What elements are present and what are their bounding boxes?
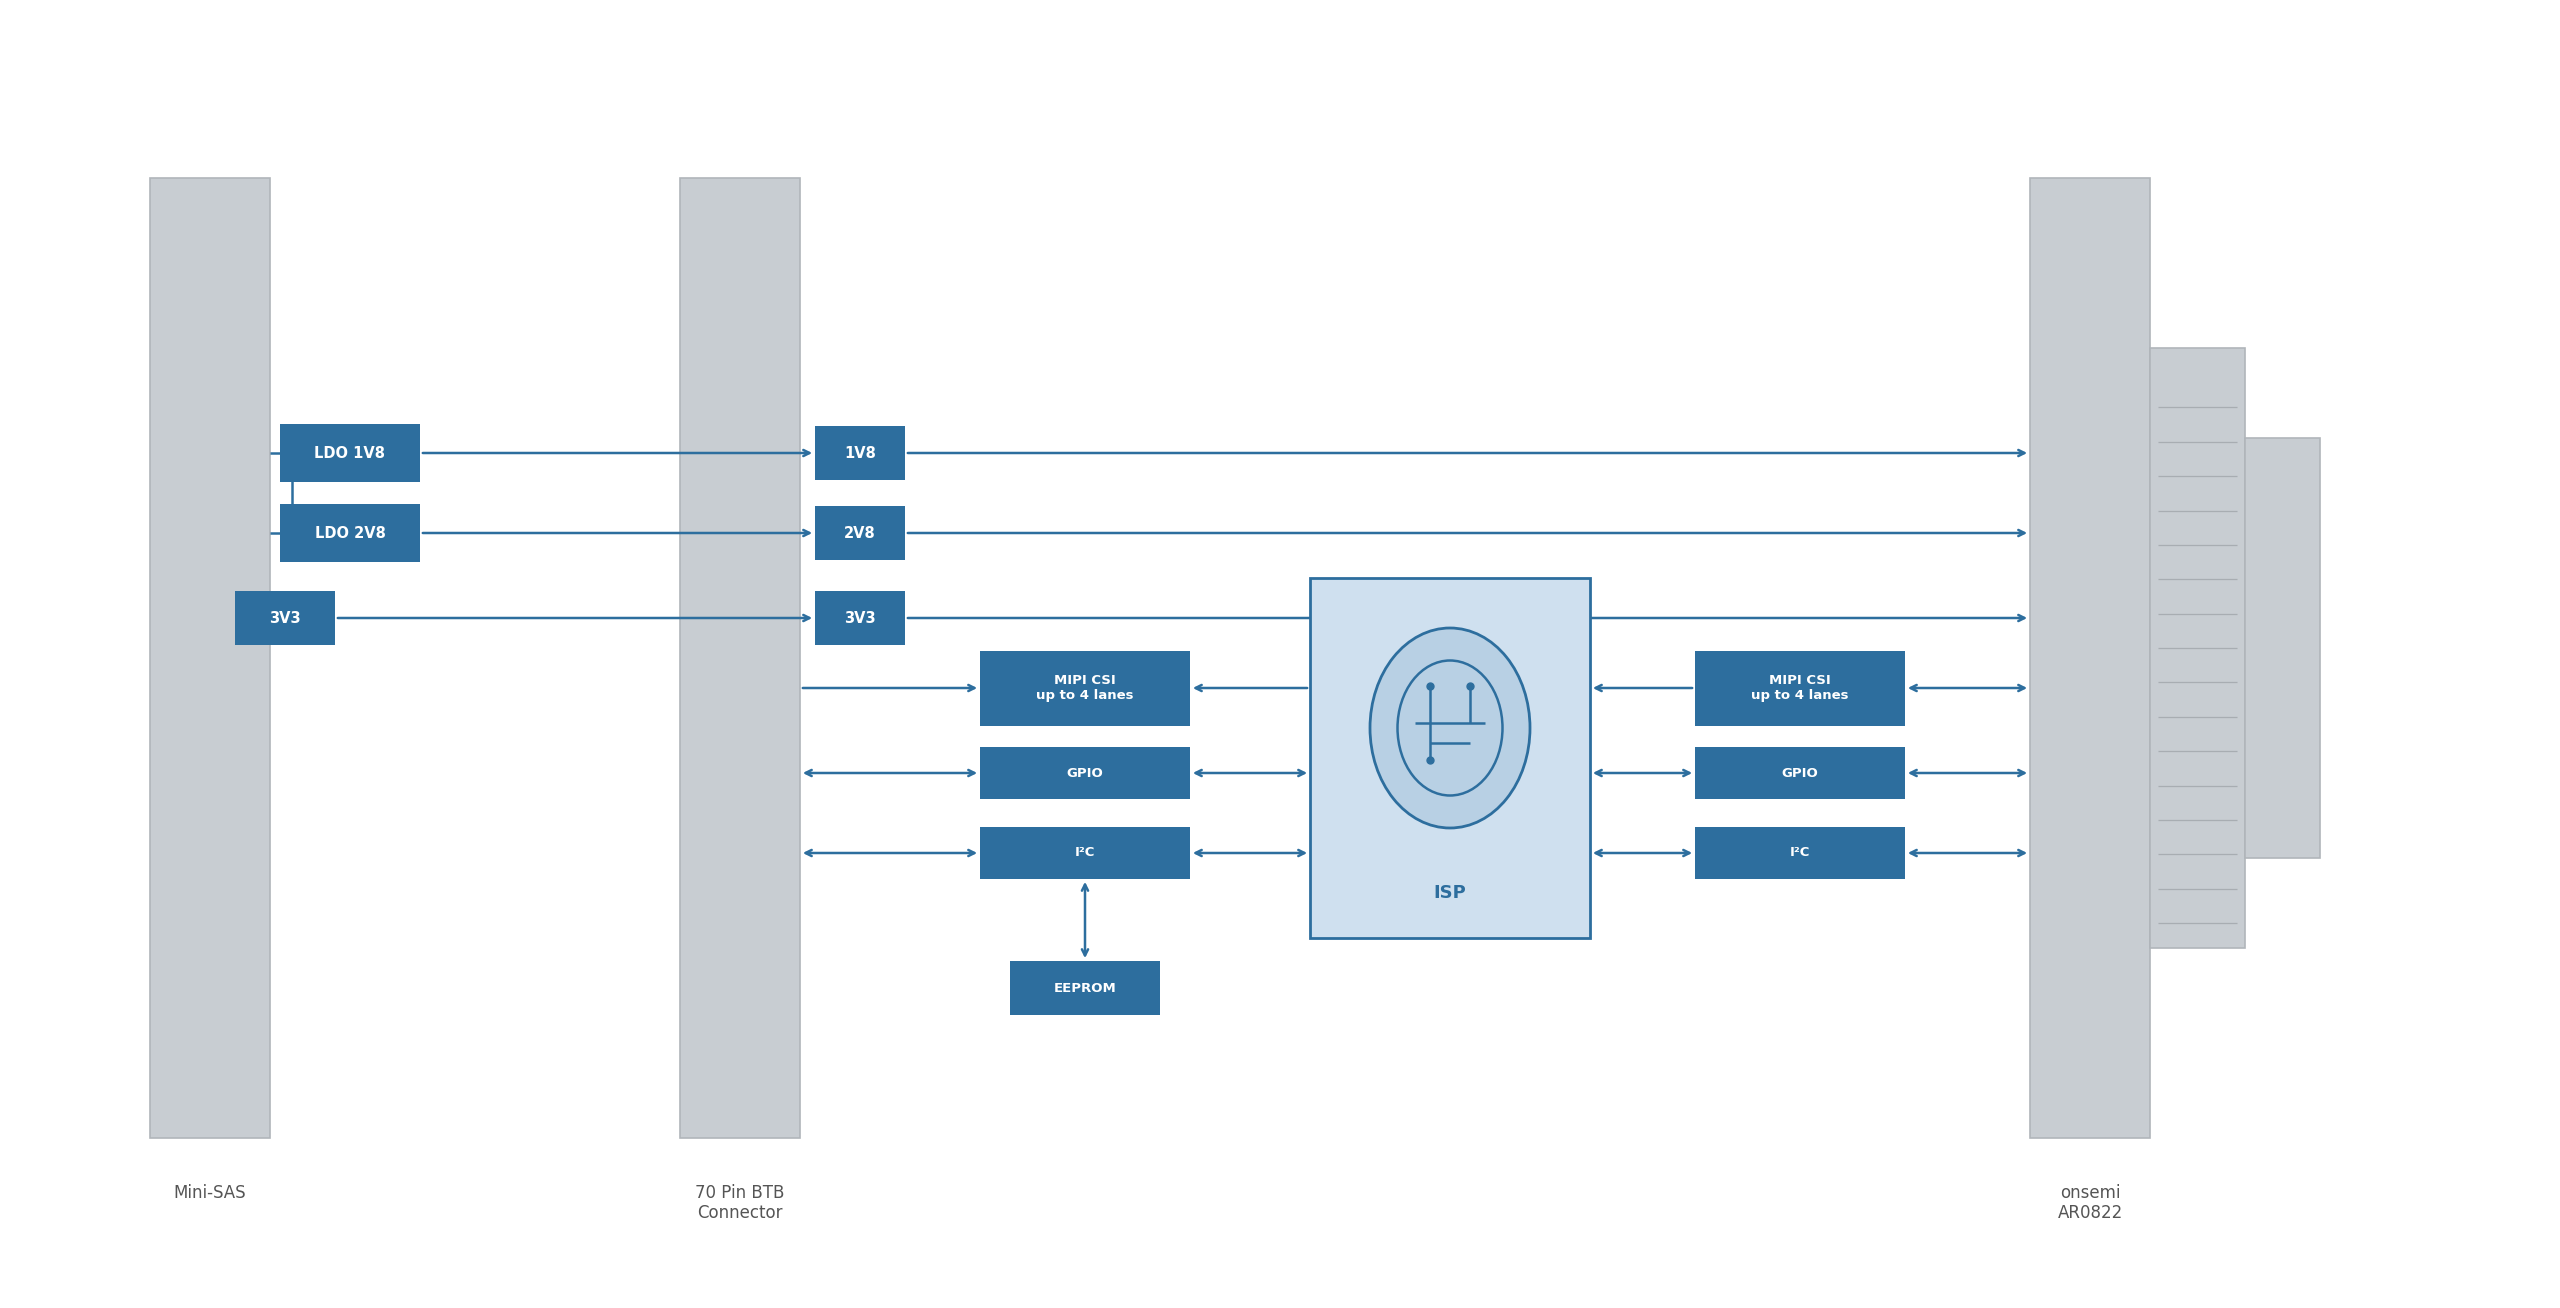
Text: 3V3: 3V3 (269, 611, 302, 625)
Bar (279, 424, 420, 483)
Text: LDO 2V8: LDO 2V8 (315, 526, 387, 540)
Text: 70 Pin BTB
Connector: 70 Pin BTB Connector (696, 1184, 786, 1223)
Bar (1311, 578, 1590, 938)
Text: onsemi
AR0822: onsemi AR0822 (2058, 1184, 2122, 1223)
Bar (814, 591, 906, 645)
Bar (151, 178, 269, 1138)
Text: GPIO: GPIO (1068, 766, 1103, 780)
Bar (980, 650, 1190, 726)
Text: GPIO: GPIO (1782, 766, 1818, 780)
Bar (2150, 348, 2245, 948)
Bar (681, 178, 799, 1138)
Text: 1V8: 1V8 (845, 446, 876, 460)
Bar (1011, 961, 1160, 1015)
Text: 3V3: 3V3 (845, 611, 876, 625)
Bar (814, 506, 906, 560)
Text: 2V8: 2V8 (845, 526, 876, 540)
Text: I²C: I²C (1075, 846, 1096, 859)
Text: MIPI CSI
up to 4 lanes: MIPI CSI up to 4 lanes (1751, 674, 1848, 702)
Bar (814, 426, 906, 480)
Text: I²C: I²C (1789, 846, 1810, 859)
Bar (1695, 747, 1905, 799)
Text: EEPROM: EEPROM (1055, 981, 1116, 994)
Bar (279, 504, 420, 562)
Bar (1695, 650, 1905, 726)
Bar (1695, 827, 1905, 879)
Bar (2245, 438, 2319, 858)
Bar (980, 827, 1190, 879)
Text: LDO 1V8: LDO 1V8 (315, 446, 387, 460)
Text: ISP: ISP (1434, 884, 1467, 903)
Text: MIPI CSI
up to 4 lanes: MIPI CSI up to 4 lanes (1037, 674, 1134, 702)
Bar (980, 747, 1190, 799)
Bar (236, 591, 335, 645)
Ellipse shape (1370, 628, 1531, 828)
Bar (2030, 178, 2150, 1138)
Text: Mini-SAS: Mini-SAS (174, 1184, 246, 1202)
